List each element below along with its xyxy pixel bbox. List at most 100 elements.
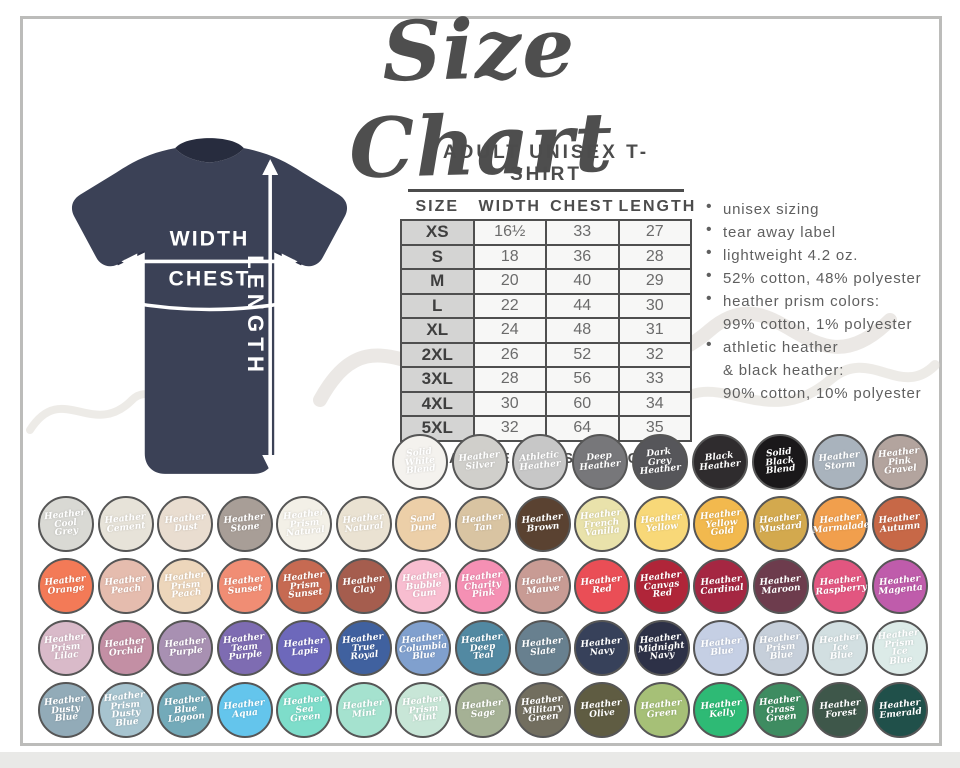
length-label: LENGTH [243, 255, 268, 377]
color-swatch: Heather Aqua [216, 682, 273, 738]
swatch-label: Heather Mustard [759, 512, 803, 536]
color-swatch: Heather French Vanilla [574, 496, 631, 552]
color-swatch: Heather Sage [454, 682, 511, 738]
color-swatch: Heather Lapis [276, 620, 333, 676]
color-swatch: Heather Midnight Navy [633, 620, 690, 676]
swatch-label: Heather Purple [163, 636, 206, 659]
column-header-width: WIDTH [478, 198, 541, 215]
swatch-label: Heather Team Purple [222, 632, 265, 663]
measurement-arrows: WIDTH CHEST LENGTH [99, 159, 320, 471]
swatch-label: Heather Red [580, 574, 623, 596]
swatch-label: Heather Storm [818, 450, 861, 473]
color-swatch: Deep Heather [572, 434, 628, 490]
swatch-label: Heather Green [640, 698, 683, 721]
value-cell: 40 [545, 268, 620, 295]
swatch-label: Heather Marmalade [811, 512, 870, 536]
swatch-label: Heather Yellow [640, 512, 683, 535]
swatch-label: Heather Cool Grey [44, 508, 87, 539]
color-swatch: Heather Dusty Blue [38, 682, 94, 738]
feature-item: 52% cotton, 48% polyester [706, 267, 950, 290]
swatch-label: Heather Dust [163, 512, 206, 535]
value-cell: 33 [617, 366, 692, 393]
color-swatch: Heather Stone [216, 496, 273, 552]
swatch-label: Heather Silver [458, 450, 501, 473]
color-swatch: Heather Bubble Gum [395, 558, 452, 614]
color-swatch: Heather Sea Green [276, 682, 333, 738]
swatch-label: Heather Magenta [877, 574, 923, 598]
swatch-row: Heather Cool Grey Heather Cement Heather Dust H… [38, 496, 928, 552]
swatch-row: Solid White Blend Heather Silver Athletic Heat… [392, 434, 928, 490]
table-row: XS 16½ 33 27 [400, 219, 692, 246]
color-swatch: Heather Slate [514, 620, 571, 676]
color-swatch: Heather Grass Green [752, 682, 809, 738]
tshirt-graphic [71, 138, 348, 474]
swatch-label: Heather Pink Gravel [878, 446, 921, 477]
color-swatch: Heather Green [633, 682, 690, 738]
swatch-label: Heather Olive [580, 698, 623, 721]
value-cell: 28 [472, 366, 547, 393]
feature-item: tear away label [706, 221, 950, 244]
color-swatch: Heather Red [574, 558, 631, 614]
value-cell: 52 [545, 341, 620, 368]
chest-curve [99, 292, 320, 312]
value-cell: 48 [545, 317, 620, 344]
swatch-label: Heather Brown [520, 512, 564, 535]
swatch-label: Heather Forest [818, 698, 861, 721]
value-cell: 29 [617, 268, 692, 295]
swatch-label: Heather Sage [461, 698, 504, 721]
value-cell: 28 [617, 243, 692, 270]
color-swatch: Dark Grey Heather [632, 434, 688, 490]
swatch-row: Heather Orange Heather Peach Heather Prism Pea… [38, 558, 928, 614]
swatch-label: Heather Clay [342, 574, 385, 597]
color-swatch: Heather Yellow Gold [693, 496, 750, 552]
color-swatch: Heather Cardinal [693, 558, 750, 614]
swatch-row: Heather Prism Lilac Heather Orchid Heather Pur… [38, 620, 928, 676]
value-cell: 26 [472, 341, 547, 368]
color-swatch: Heather Canvas Red [633, 558, 690, 614]
value-cell: 27 [617, 219, 692, 246]
value-cell: 33 [545, 219, 620, 246]
color-swatch: Heather Peach [97, 558, 154, 614]
swatch-label: Heather Sea Green [282, 694, 325, 725]
feature-item: lightweight 4.2 oz. [706, 244, 950, 267]
swatch-label: Heather Autumn [878, 512, 921, 536]
color-swatch: Heather Kelly [693, 682, 750, 738]
color-swatch: Heather Orchid [97, 620, 154, 676]
size-cell: XL [400, 317, 475, 344]
value-cell: 60 [545, 390, 620, 417]
swatch-label: Heather Peach [104, 574, 147, 597]
feature-item: unisex sizing [706, 198, 950, 221]
value-cell: 32 [617, 341, 692, 368]
swatch-label: Heather Kelly [699, 698, 742, 721]
swatch-label: Heather Yellow Gold [699, 508, 742, 539]
swatch-label: Heather Orchid [104, 636, 147, 659]
color-swatch: Heather Mustard [752, 496, 809, 552]
swatch-label: Heather Mint [342, 698, 385, 721]
swatch-label: Heather Prism Natural [282, 508, 325, 540]
swatch-label: Solid White Blend [404, 446, 437, 477]
swatch-label: Heather Ice Blue [818, 632, 861, 663]
swatch-label: Heather Cardinal [699, 574, 744, 598]
color-swatch: Heather Mint [335, 682, 392, 738]
color-swatch: Heather Blue [693, 620, 750, 676]
value-cell: 36 [545, 243, 620, 270]
swatch-label: Heather Prism Peach [163, 570, 206, 601]
color-swatch: Heather Prism Sunset [276, 558, 333, 614]
value-cell: 44 [545, 292, 620, 319]
size-cell: XS [400, 219, 475, 246]
value-cell: 16½ [472, 219, 547, 246]
value-cell: 20 [472, 268, 547, 295]
size-table-body: XS 16½ 33 27 S 18 36 28 M 20 40 29 L 22 44 30 XL 24 48 31 2X… [400, 219, 692, 442]
table-row: 3XL 28 56 33 [400, 366, 692, 393]
feature-item: heather prism colors: 99% cotton, 1% poly… [706, 290, 950, 336]
swatch-label: Black Heather [699, 451, 742, 474]
swatch-label: Heather Prism Dusty Blue [103, 689, 146, 729]
size-cell: 2XL [400, 341, 475, 368]
value-cell: 30 [472, 390, 547, 417]
color-swatch: Heather Prism Dusty Blue [97, 682, 154, 738]
color-swatch: Heather Prism Natural [276, 496, 333, 552]
swatch-label: Heather Prism Ice Blue [877, 627, 920, 667]
size-cell: L [400, 292, 475, 319]
swatch-label: Heather Raspberry [814, 574, 867, 598]
column-header-size: SIZE [415, 198, 460, 215]
